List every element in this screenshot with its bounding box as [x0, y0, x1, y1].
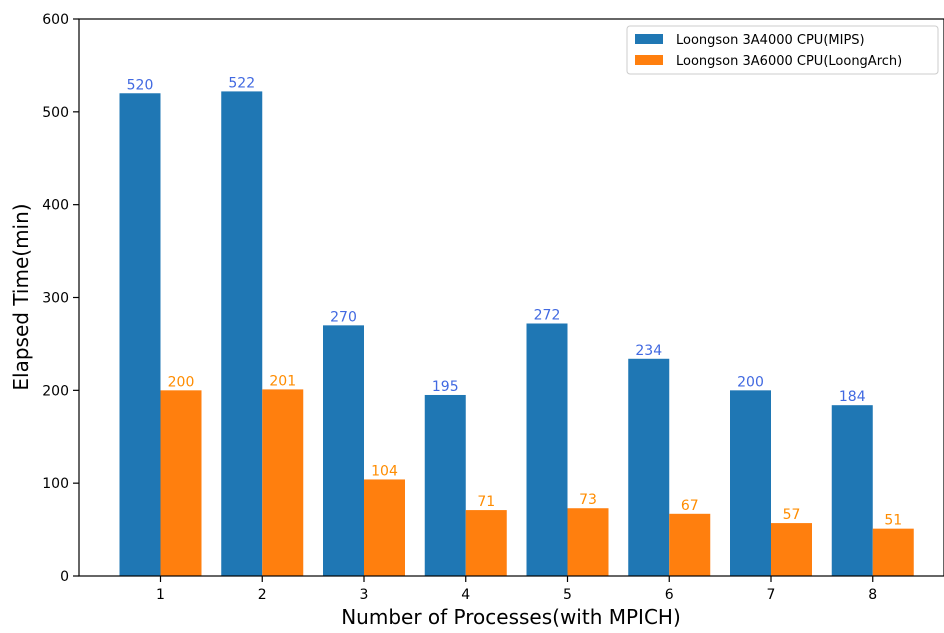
data-label-series-2-7: 57 [783, 507, 801, 523]
bar-series-2-6 [669, 513, 711, 576]
x-tick-label: 7 [767, 587, 776, 603]
bar-series-2-7 [771, 523, 812, 576]
axes-layer [78, 18, 944, 577]
bar-series-1-5 [526, 323, 568, 576]
data-label-series-1-5: 272 [534, 307, 561, 323]
bar-series-1-8 [831, 405, 873, 576]
x-tick-label: 3 [360, 587, 369, 603]
data-label-series-1-4: 195 [432, 379, 459, 395]
y-tick-label: 0 [60, 569, 69, 585]
data-label-series-2-3: 104 [371, 463, 398, 479]
bar-series-1-6 [628, 358, 670, 576]
data-label-series-2-1: 200 [168, 374, 195, 390]
legend-box [626, 25, 939, 75]
y-tick-label: 100 [42, 476, 69, 492]
data-label-series-2-6: 67 [681, 498, 699, 514]
y-axis-title: Elapsed Time(min) [9, 203, 33, 390]
data-label-series-2-4: 71 [477, 494, 495, 510]
data-label-series-1-2: 522 [228, 75, 255, 91]
bar-series-2-4 [465, 510, 507, 576]
bar-series-1-3 [323, 325, 364, 576]
y-tick-label: 300 [42, 291, 69, 307]
plot-frame [78, 18, 944, 577]
bar-series-1-7 [730, 390, 771, 576]
x-tick-label: 8 [868, 587, 877, 603]
bar-series-1-4 [424, 394, 466, 576]
data-label-series-1-1: 520 [127, 77, 154, 93]
legend-label-series-1: Loongson 3A4000 CPU(MIPS) [676, 33, 865, 48]
y-tick-label: 200 [42, 383, 69, 399]
x-axis-title: Number of Processes(with MPICH) [341, 605, 681, 629]
legend: Loongson 3A4000 CPU(MIPS) Loongson 3A600… [626, 25, 939, 75]
x-tick-label: 4 [461, 587, 470, 603]
bar-series-2-2 [262, 389, 304, 576]
x-axis-ticks: 1 2 3 4 5 6 7 8 [156, 576, 877, 603]
bar-series-2-8 [872, 528, 914, 576]
y-tick-label: 500 [42, 105, 69, 121]
bars-layer [119, 91, 914, 577]
x-tick-label: 1 [156, 587, 165, 603]
data-label-series-2-2: 201 [269, 373, 296, 389]
y-tick-label: 600 [42, 12, 69, 28]
data-label-series-1-8: 184 [839, 389, 866, 405]
bar-series-2-3 [364, 479, 405, 576]
bar-series-2-5 [567, 508, 609, 576]
legend-swatch-series-2 [635, 55, 663, 65]
x-tick-label: 6 [665, 587, 674, 603]
data-label-series-1-7: 200 [737, 374, 764, 390]
bar-series-2-1 [160, 390, 202, 576]
y-axis-ticks: 0 100 200 300 400 500 600 [42, 12, 79, 585]
legend-label-series-2: Loongson 3A6000 CPU(LoongArch) [676, 54, 902, 69]
data-label-series-2-8: 51 [884, 513, 902, 529]
bar-series-1-1 [119, 93, 161, 577]
y-tick-label: 400 [42, 198, 69, 214]
x-tick-label: 5 [563, 587, 572, 603]
legend-swatch-series-1 [635, 34, 663, 44]
data-label-series-1-6: 234 [635, 343, 662, 359]
bar-series-1-2 [221, 91, 263, 576]
data-labels-layer: 520 522 270 195 272 234 200 184 200 201 104 71 73 67 5… [127, 75, 903, 528]
data-label-series-2-5: 73 [579, 492, 597, 508]
x-tick-label: 2 [258, 587, 267, 603]
data-label-series-1-3: 270 [330, 309, 357, 325]
